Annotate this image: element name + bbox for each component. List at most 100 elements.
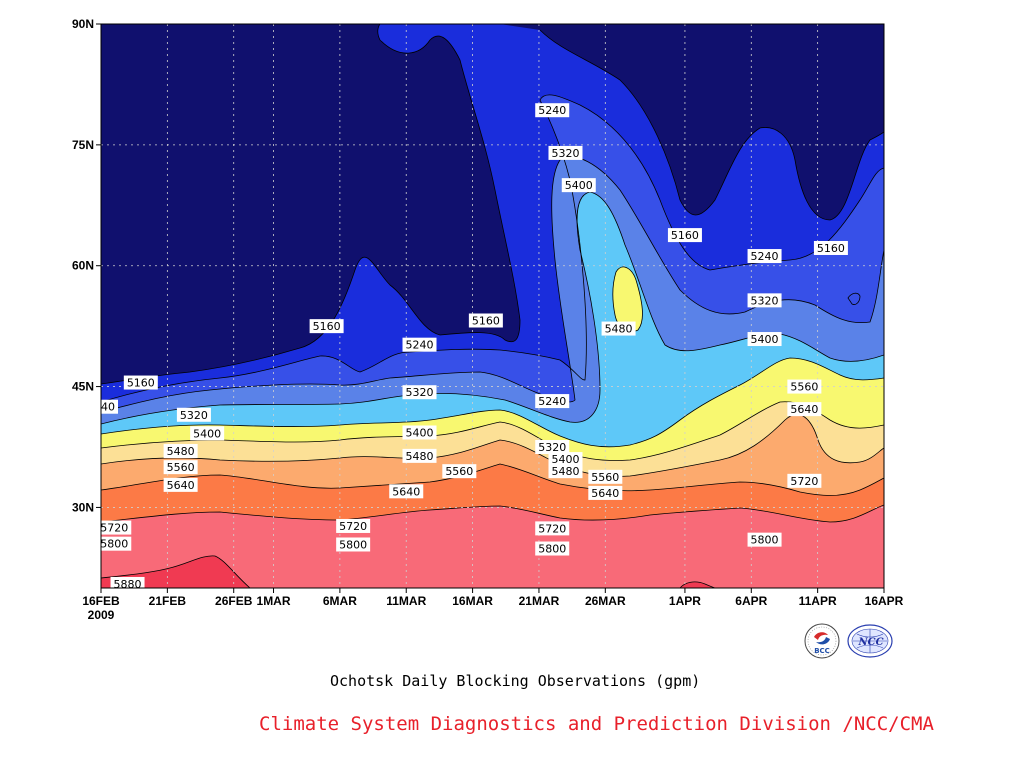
contour-label: 5160 [309,319,344,334]
contour-label-text: 5640 [392,485,420,498]
y-tick-label: 60N [72,259,94,273]
contour-label-text: 5720 [100,522,128,535]
contour-label: 5160 [123,375,158,390]
contour-chart: 5160524053205400548055605640572058005880… [72,17,904,622]
contour-label: 5160 [468,313,503,328]
ncc-logo-text: NCC [857,637,883,648]
x-tick-label: 21FEB [149,594,187,608]
contour-label-bg [389,484,424,499]
y-tick-label: 45N [72,380,94,394]
x-year-label: 2009 [88,608,115,622]
x-tick-label: 11APR [799,594,837,608]
contour-label-text: 5400 [551,453,579,466]
contour-label: 5640 [389,484,424,499]
contour-label-text: 5480 [406,450,434,463]
contour-label-bg [588,485,623,500]
ncc-logo-icon: NCC [847,624,893,658]
contour-label: 5320 [747,293,782,308]
contour-label-bg [787,402,822,417]
contour-label-text: 5160 [127,377,155,390]
contour-label-bg [588,469,623,484]
contour-label-bg [561,178,596,193]
contour-label-bg [787,473,822,488]
contour-label-text: 5400 [751,333,779,346]
contour-label: 5560 [588,469,623,484]
contour-label-bg [548,452,583,467]
contour-label-text: 5320 [406,386,434,399]
contour-label: 5800 [336,537,371,552]
contour-label: 5240 [402,337,437,352]
contour-label-text: 5640 [167,479,195,492]
grid-lines [101,24,884,588]
contour-label-text: 5240 [406,339,434,352]
contour-label-text: 5560 [445,465,473,478]
contour-label: 5240 [101,399,118,414]
contour-label: 5240 [535,394,570,409]
x-tick-label: 1APR [669,594,701,608]
x-tick-label: 6MAR [323,594,357,608]
contour-label-text: 5800 [100,538,128,551]
contour-label-bg [176,407,211,422]
contour-label-bg [123,375,158,390]
contour-label-text: 5400 [193,427,221,440]
plot-frame [100,23,885,589]
bcc-logo-text: BCC [814,647,830,655]
contour-label: 5720 [787,473,822,488]
contour-label-bg [190,426,225,441]
x-tick-label: 16FEB [82,594,120,608]
contour-label-bg [101,399,118,414]
contour-label-text: 5160 [671,229,699,242]
x-tick-label: 16APR [865,594,904,608]
y-tick-label: 30N [72,500,94,514]
contour-label-bg [336,518,371,533]
contour-label: 5720 [535,521,570,536]
contour-label-bg [548,145,583,160]
contour-label: 5560 [787,379,822,394]
contour-label-text: 5800 [751,534,779,547]
contour-label-bg [402,425,437,440]
contour-label: 5640 [163,477,198,492]
contour-label: 5400 [402,425,437,440]
contour-label: 5880 [110,576,145,588]
x-tick-label: 26FEB [215,594,253,608]
contour-label-text: 5720 [339,520,367,533]
contour-label: 5320 [176,407,211,422]
contour-label-text: 5640 [591,487,619,500]
contour-label: 5720 [336,518,371,533]
x-tick-label: 6APR [735,594,767,608]
contour-label-text: 5240 [538,104,566,117]
x-tick-label: 26MAR [585,594,626,608]
contour-labels: 5160524053205400548055605640572058005880… [100,103,848,588]
contour-label-bg [535,394,570,409]
contour-label-bg [813,240,848,255]
contour-label-bg [309,319,344,334]
contour-label: 5320 [548,145,583,160]
contour-label: 5320 [535,440,570,454]
contour-label-bg [747,249,782,264]
contour-label-text: 5240 [751,250,779,263]
y-tick-label: 90N [72,17,94,31]
contour-label: 5560 [442,464,477,479]
contour-label-bg [402,385,437,400]
fill-5800 [101,505,884,588]
contour-label-bg [535,521,570,536]
contour-label: 5720 [100,520,132,535]
contour-label-text: 5720 [790,475,818,488]
contour-label-bg [747,532,782,547]
contour-label-text: 5160 [472,315,500,328]
contour-label-text: 5560 [167,461,195,474]
contour-label-text: 5800 [339,538,367,551]
x-tick-label: 11MAR [386,594,426,608]
contour-label: 5480 [548,464,583,479]
contour-label-bg [402,448,437,463]
contour-label: 5400 [548,452,583,467]
contour-label-text: 5320 [538,441,566,454]
contour-label-bg [601,321,636,336]
contour-label-bg [787,379,822,394]
contour-label: 5160 [813,240,848,255]
contour-label: 5800 [100,536,132,551]
credit-line: Climate System Diagnostics and Predictio… [259,713,934,735]
contour-label-bg [747,332,782,347]
x-tick-label: 16MAR [452,594,493,608]
chart-title: Ochotsk Daily Blocking Observations (gpm… [330,672,701,690]
